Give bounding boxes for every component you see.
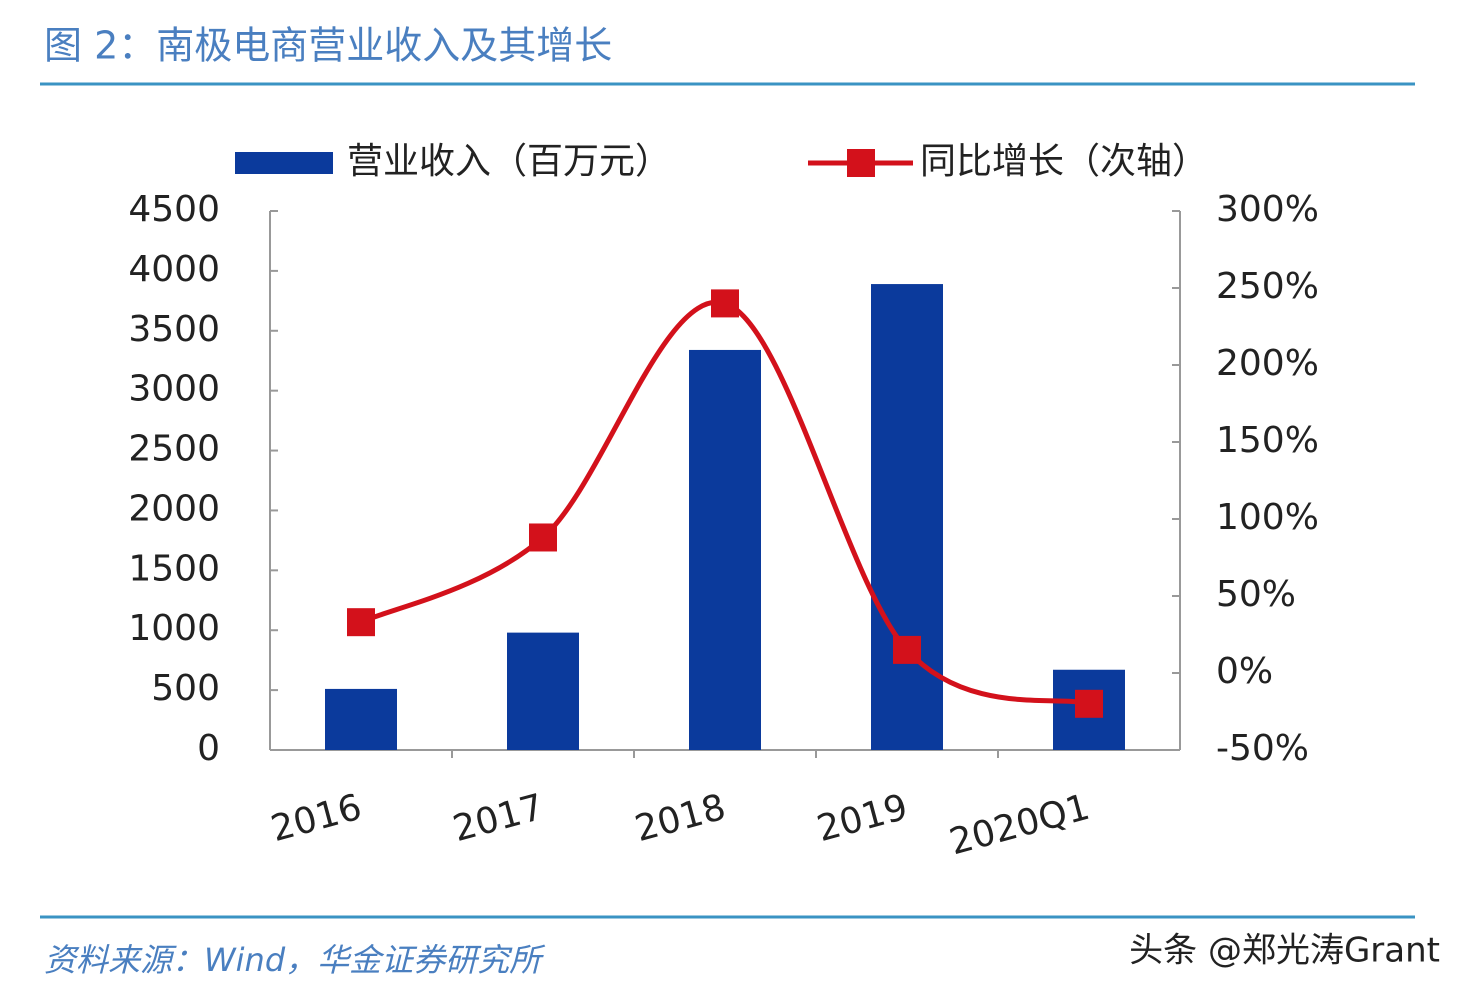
watermark: 头条 @郑光涛Grant — [1129, 931, 1440, 971]
y-tick-label: 4500 — [128, 189, 220, 230]
y2-tick-label: 100% — [1216, 497, 1319, 538]
y2-tick-label: 250% — [1216, 266, 1319, 307]
y-tick-label: 1000 — [128, 608, 220, 649]
y2-tick-label: 0% — [1216, 651, 1273, 692]
y-tick-label: 1500 — [128, 548, 220, 589]
marker — [347, 608, 375, 637]
bar — [871, 284, 943, 750]
y2-tick-label: 200% — [1216, 343, 1319, 384]
x-tick-label: 2016 — [267, 787, 366, 850]
y-tick-label: 4000 — [128, 249, 220, 290]
y-tick-label: 500 — [151, 668, 220, 709]
bar — [325, 688, 397, 750]
legend-label: 同比增长（次轴） — [920, 141, 1208, 182]
y-tick-label: 0 — [197, 728, 220, 769]
y2-tick-label: 300% — [1216, 189, 1319, 230]
marker — [529, 523, 557, 552]
legend-swatch — [235, 152, 333, 174]
x-tick-label: 2018 — [631, 787, 730, 850]
figure-title: 图 2：南极电商营业收入及其增长 — [44, 24, 612, 68]
legend-swatch — [847, 149, 875, 177]
marker — [711, 289, 739, 318]
legend-label: 营业收入（百万元） — [347, 141, 671, 182]
marker — [893, 635, 921, 664]
x-tick-label: 2019 — [813, 787, 912, 850]
source: 资料来源：Wind，华金证券研究所 — [44, 941, 546, 979]
x-tick-label: 2017 — [449, 787, 548, 850]
bar — [689, 349, 761, 750]
y2-tick-label: -50% — [1216, 728, 1309, 769]
y-tick-label: 3500 — [128, 309, 220, 350]
x-tick-label: 2020Q1 — [945, 787, 1094, 864]
y2-tick-label: 50% — [1216, 574, 1296, 615]
y-tick-label: 2000 — [128, 488, 220, 529]
marker — [1075, 689, 1103, 718]
bar — [507, 632, 579, 750]
y2-tick-label: 150% — [1216, 420, 1319, 461]
y-tick-label: 3000 — [128, 369, 220, 410]
y-tick-label: 2500 — [128, 429, 220, 470]
